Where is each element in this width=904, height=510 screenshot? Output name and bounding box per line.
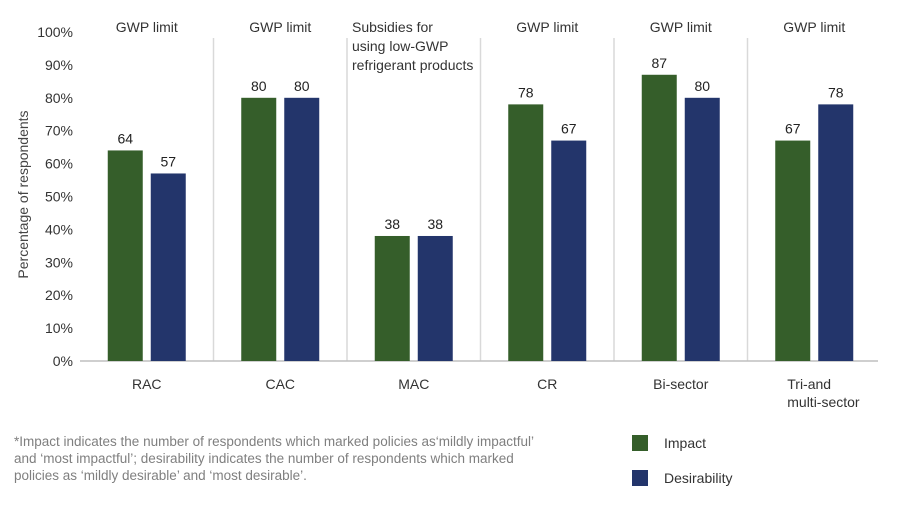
bar-value-label: 64	[117, 130, 133, 146]
category-label: RAC	[132, 376, 162, 392]
category-label: MAC	[398, 376, 429, 392]
bar-impact-rac	[107, 150, 143, 361]
bar-value-label: 38	[427, 216, 443, 232]
bar-impact-cr	[508, 104, 544, 361]
y-tick-label: 40%	[45, 221, 73, 237]
legend: Impact Desirability	[632, 432, 732, 502]
panel-title: Subsidies for	[352, 19, 433, 35]
y-tick-label: 100%	[37, 24, 73, 40]
bar-desirability-cr	[551, 140, 587, 361]
footnote: *Impact indicates the number of responde…	[14, 434, 534, 483]
bar-impact-tri-and-multi-sector	[775, 140, 811, 361]
bar-value-label: 38	[384, 216, 400, 232]
bar-chart: Percentage of respondents 0% 10% 20% 30% 40% 5…	[15, 19, 878, 410]
y-tick-label: 90%	[45, 57, 73, 73]
y-tick-label: 70%	[45, 123, 73, 139]
bar-value-label: 80	[251, 78, 267, 94]
y-tick-label: 50%	[45, 189, 73, 205]
bar-desirability-mac	[417, 235, 453, 361]
y-tick-label: 0%	[53, 353, 73, 369]
category-label: CAC	[265, 376, 295, 392]
panel-title: GWP limit	[249, 19, 311, 35]
legend-item-desirability: Desirability	[632, 467, 732, 489]
bar-value-label: 57	[160, 153, 176, 169]
panel-title: using low-GWP	[352, 38, 448, 54]
legend-label-impact: Impact	[664, 435, 707, 451]
y-axis-label: Percentage of respondents	[15, 110, 31, 278]
panel-title: GWP limit	[783, 19, 845, 35]
bar-value-label: 78	[518, 84, 534, 100]
bar-desirability-cac	[284, 97, 320, 362]
bar-value-label: 78	[828, 84, 844, 100]
legend-swatch-desirability	[632, 470, 648, 486]
category-label: multi-sector	[787, 394, 860, 410]
bar-impact-cac	[241, 97, 277, 362]
panel-title: refrigerant products	[352, 57, 473, 73]
bar-value-label: 80	[694, 78, 710, 94]
bar-desirability-rac	[150, 173, 186, 361]
y-tick-label: 30%	[45, 254, 73, 270]
bar-value-label: 67	[785, 121, 801, 137]
panel-title: GWP limit	[116, 19, 178, 35]
category-label: CR	[537, 376, 557, 392]
y-tick-label: 10%	[45, 320, 73, 336]
legend-swatch-impact	[632, 435, 648, 451]
panel-title: GWP limit	[516, 19, 578, 35]
bar-impact-mac	[374, 235, 410, 361]
y-tick-label: 60%	[45, 156, 73, 172]
y-tick-label: 20%	[45, 287, 73, 303]
bar-value-label: 87	[651, 55, 667, 71]
y-tick-label: 80%	[45, 90, 73, 106]
legend-item-impact: Impact	[632, 432, 732, 454]
bar-value-label: 80	[294, 78, 310, 94]
category-label: Tri-and	[787, 376, 831, 392]
bar-value-label: 67	[561, 121, 577, 137]
panel-title: GWP limit	[650, 19, 712, 35]
legend-label-desirability: Desirability	[664, 470, 733, 486]
category-label: Bi-sector	[653, 376, 709, 392]
bar-desirability-tri-and-multi-sector	[818, 104, 854, 361]
bar-impact-bi-sector	[641, 74, 677, 362]
bar-desirability-bi-sector	[684, 97, 720, 362]
